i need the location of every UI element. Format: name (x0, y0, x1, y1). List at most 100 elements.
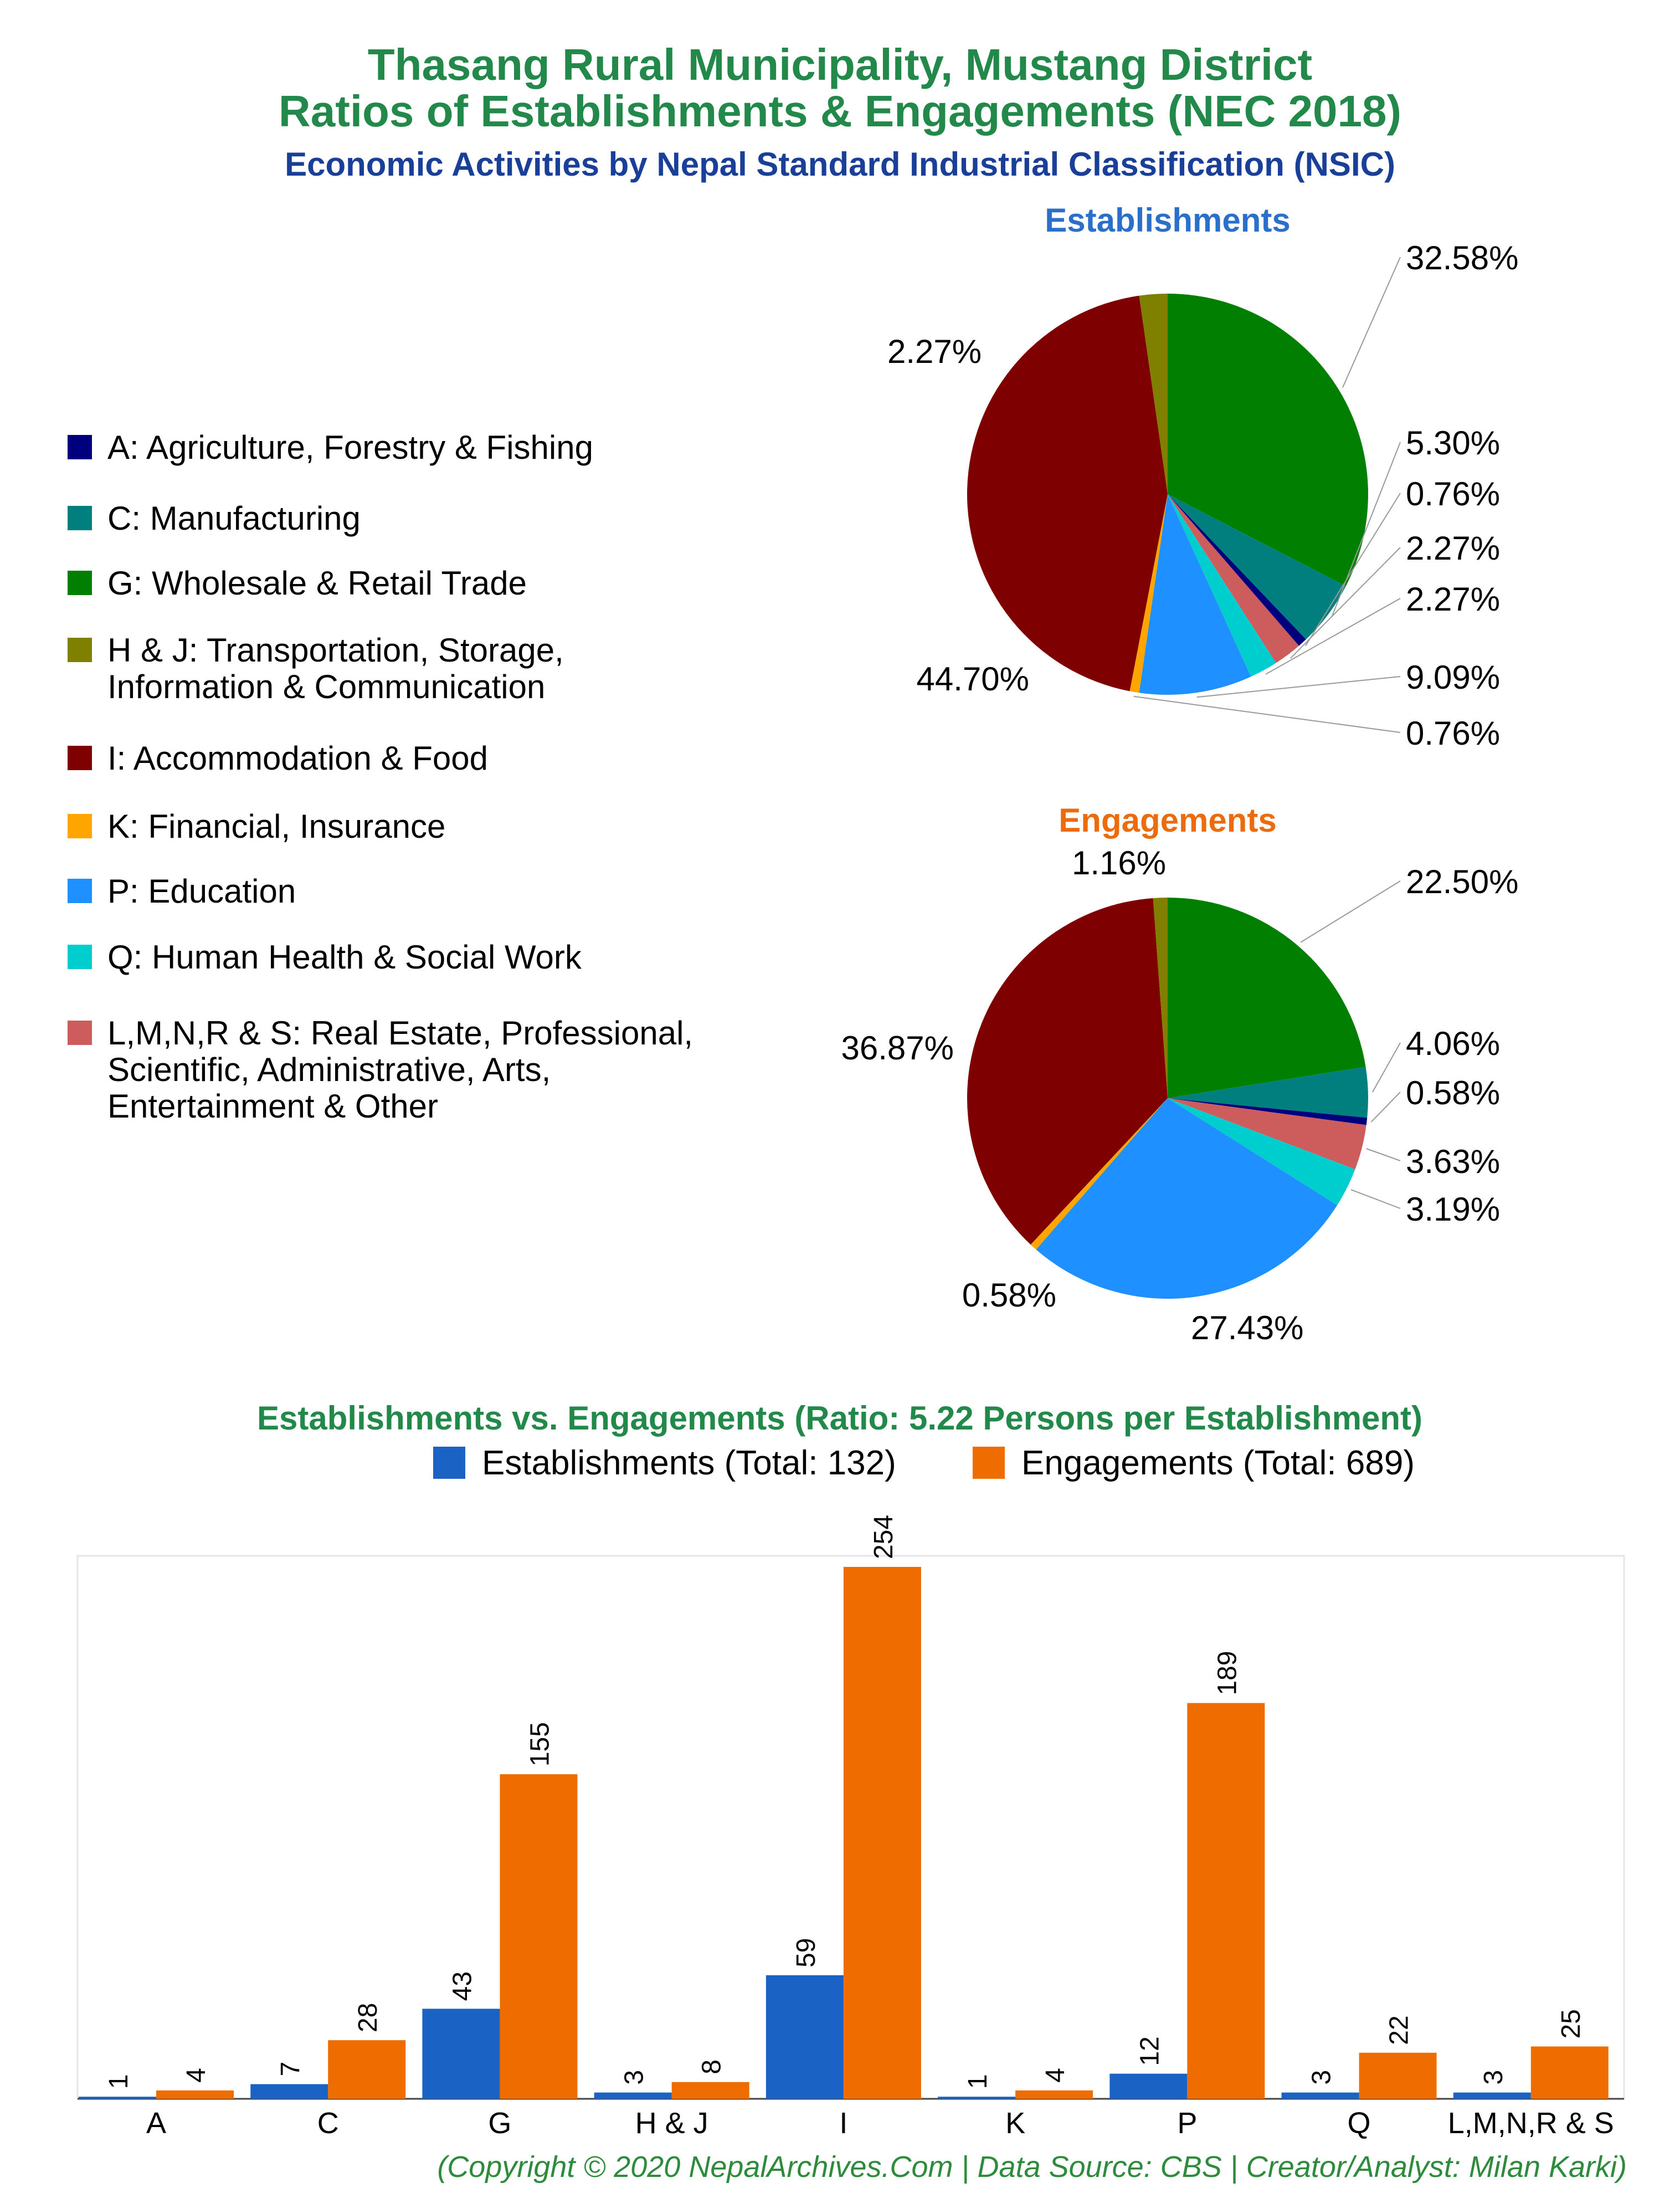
establishments-pie-title: Establishments (1045, 202, 1290, 239)
bar-value-label: 28 (353, 2003, 383, 2032)
bar-value-label: 22 (1385, 2015, 1414, 2045)
establishments-leader-line (1265, 598, 1401, 675)
establishments-leader-line (1133, 695, 1401, 733)
bar-establishments-l-m-n-r-s (1453, 2092, 1531, 2099)
bar-engagements-h-j (671, 2082, 749, 2099)
engagements-slice-c (1168, 1067, 1368, 1118)
legend-swatch (68, 1021, 92, 1045)
establishments-leader-line (1196, 676, 1401, 698)
establishments-slice-k (1129, 494, 1168, 693)
legend-item-k: K: Financial, Insurance (68, 808, 445, 845)
legend-label: C: Manufacturing (107, 500, 361, 537)
legend-label: K: Financial, Insurance (107, 808, 446, 845)
engagements-slice-i (967, 898, 1168, 1245)
bar-engagements-q (1359, 2052, 1437, 2099)
establishments-percent-label: 9.09% (1406, 659, 1500, 696)
bar-legend-engagements-label: Engagements (Total: 689) (1021, 1443, 1415, 1482)
establishments-slice-c (1168, 494, 1346, 640)
establishments-leader-line (1304, 493, 1401, 647)
establishments-leader-line (1289, 547, 1401, 659)
engagements-percent-label: 27.43% (1191, 1309, 1304, 1346)
bar-value-label: 3 (1479, 2070, 1508, 2085)
establishments-slice-a (1168, 494, 1306, 646)
establishments-leader-line (1342, 257, 1401, 388)
bar-establishments-g (422, 2008, 500, 2099)
legend-item-a: A: Agriculture, Forestry & Fishing (68, 429, 593, 466)
establishments-slice-l-m-n-r-s (1168, 494, 1299, 663)
bar-engagements-i (843, 1567, 921, 2099)
legend-swatch (68, 814, 92, 838)
engagements-leader-line (1371, 1042, 1401, 1093)
establishments-slice-q (1168, 494, 1276, 677)
legend-label: G: Wholesale & Retail Trade (107, 565, 527, 602)
x-tick-label: L,M,N,R & S (1448, 2107, 1614, 2140)
legend-swatch (68, 571, 92, 595)
legend-item-q: Q: Human Health & Social Work (68, 939, 582, 976)
bar-chart-title: Establishments vs. Engagements (Ratio: 5… (257, 1400, 1422, 1437)
legend-swatch (68, 638, 92, 662)
legend-swatch (68, 506, 92, 530)
bar-value-label: 4 (182, 2068, 211, 2083)
establishments-percent-label: 2.27% (1406, 530, 1500, 567)
bar-value-label: 8 (697, 2059, 727, 2074)
bar-value-label: 12 (1135, 2036, 1164, 2066)
bar-establishments-a (79, 2097, 156, 2099)
engagements-slice-h-j (1153, 898, 1168, 1098)
chart-title-line2: Ratios of Establishments & Engagements (… (278, 86, 1402, 136)
bar-value-label: 1 (104, 2074, 133, 2089)
x-tick-label: I (839, 2107, 847, 2140)
bar-establishments-p (1109, 2073, 1188, 2099)
bar-value-label: 7 (276, 2062, 305, 2077)
x-tick-label: H & J (635, 2107, 708, 2140)
engagements-slice-l-m-n-r-s (1168, 1098, 1366, 1170)
engagements-percent-label: 22.50% (1406, 863, 1519, 900)
establishments-percent-label: 5.30% (1406, 424, 1500, 462)
establishments-slice-i (967, 295, 1168, 691)
bar-value-label: 155 (525, 1722, 554, 1766)
x-tick-label: P (1177, 2107, 1197, 2140)
bar-value-label: 254 (869, 1515, 898, 1559)
x-tick-label: C (317, 2107, 339, 2140)
legend-label: Q: Human Health & Social Work (107, 939, 582, 976)
bar-establishments-h-j (594, 2092, 672, 2099)
legend-item-c: C: Manufacturing (68, 500, 361, 537)
engagements-leader-line (1370, 1092, 1401, 1123)
establishments-percent-label: 2.27% (887, 333, 982, 370)
engagements-leader-line (1300, 880, 1401, 943)
engagements-leader-line (1366, 1148, 1401, 1161)
x-tick-label: K (1005, 2107, 1025, 2140)
bar-value-label: 4 (1041, 2068, 1070, 2083)
engagements-percent-label: 36.87% (841, 1029, 954, 1067)
engagements-percent-label: 1.16% (1072, 844, 1166, 882)
bar-engagements-k (1015, 2090, 1093, 2099)
legend-label: L,M,N,R & S: Real Estate, Professional, … (107, 1014, 693, 1125)
establishments-percent-label: 32.58% (1406, 239, 1519, 276)
engagements-slice-k (1030, 1098, 1168, 1250)
engagements-slice-g (1168, 898, 1366, 1098)
bar-establishments-c (250, 2084, 328, 2099)
bar-value-label: 43 (448, 1971, 477, 2001)
legend-label: P: Education (107, 873, 296, 910)
footer-credit: (Copyright © 2020 NepalArchives.Com | Da… (437, 2150, 1627, 2184)
bar-legend-engagements-swatch (973, 1447, 1005, 1479)
engagements-slice-p (1036, 1098, 1338, 1299)
bar-value-label: 189 (1213, 1651, 1242, 1695)
bar-establishments-i (765, 1975, 844, 2099)
engagements-slice-a (1168, 1098, 1368, 1125)
bar-legend-engagements: Engagements (Total: 689) (973, 1441, 1415, 1485)
engagements-percent-label: 0.58% (1406, 1074, 1500, 1111)
bar-value-label: 3 (620, 2070, 649, 2085)
establishments-slice-h-j (1139, 294, 1168, 494)
bar-value-label: 3 (1307, 2070, 1337, 2085)
legend-swatch (68, 746, 92, 770)
legend-swatch (68, 879, 92, 903)
bar-engagements-g (500, 1774, 578, 2099)
engagements-percent-label: 3.19% (1406, 1191, 1500, 1228)
engagements-percent-label: 3.63% (1406, 1143, 1500, 1180)
bar-legend-establishments: Establishments (Total: 132) (433, 1441, 896, 1485)
bar-value-label: 59 (792, 1938, 821, 1967)
establishments-slice-p (1139, 494, 1251, 695)
bar-value-label: 1 (963, 2074, 993, 2089)
